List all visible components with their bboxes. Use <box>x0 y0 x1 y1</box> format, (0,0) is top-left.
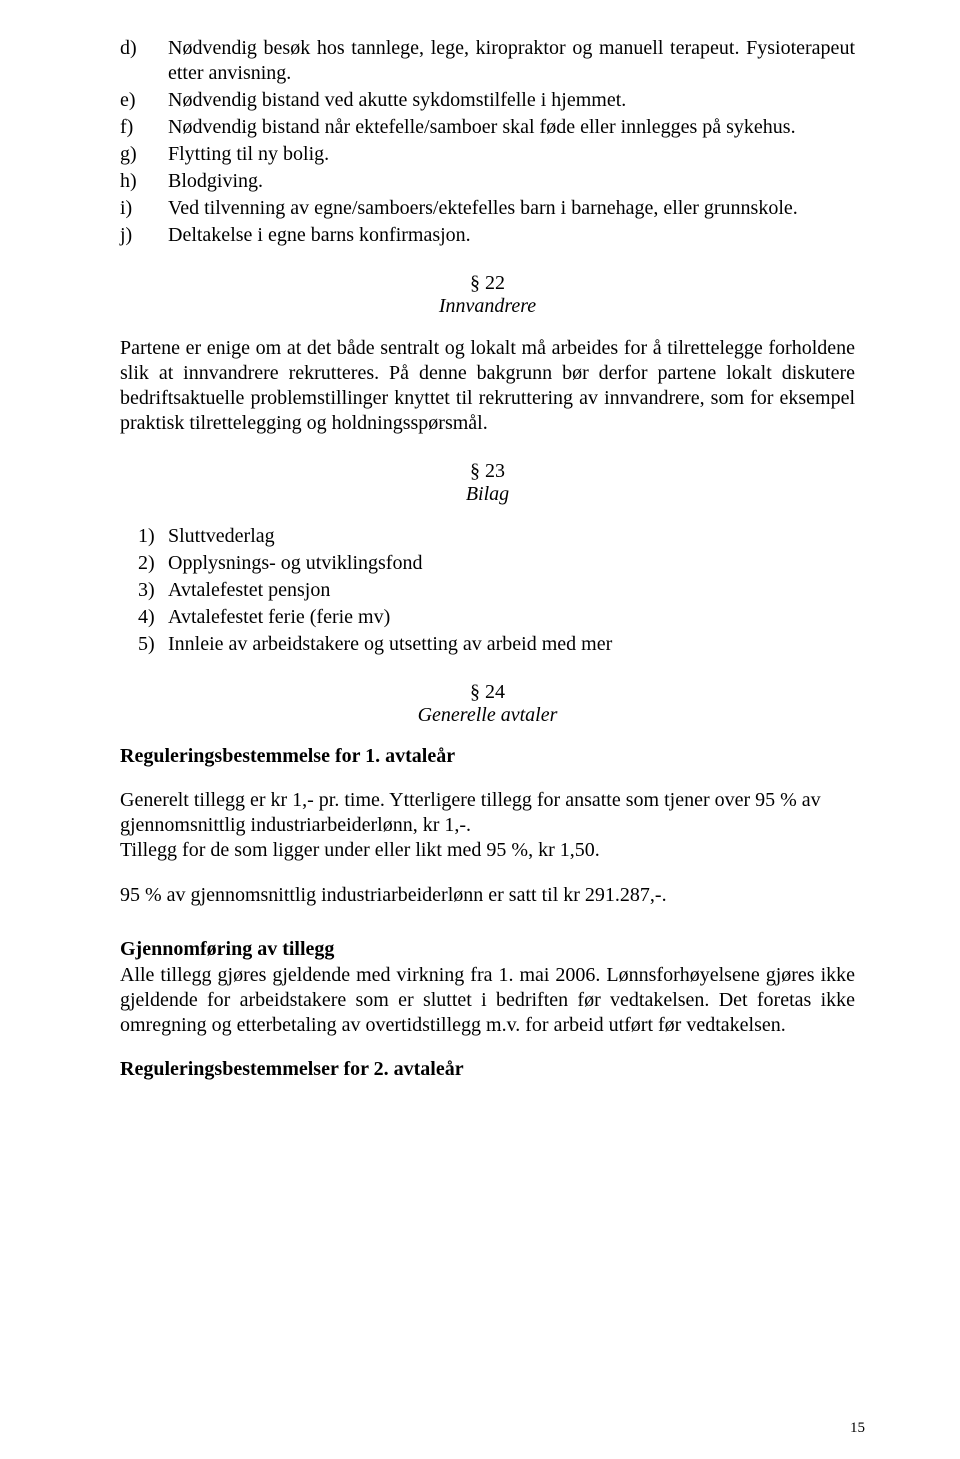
list-text: Nødvendig besøk hos tannlege, lege, kiro… <box>168 36 855 86</box>
list-item: h) Blodgiving. <box>120 169 855 194</box>
list-marker: 2) <box>138 551 168 576</box>
section-24-para4: Alle tillegg gjøres gjeldende med virkni… <box>120 963 855 1038</box>
section-24-para2: Tillegg for de som ligger under eller li… <box>120 838 855 863</box>
section-23-marker: § 23 <box>120 460 855 483</box>
section-23-title: Bilag <box>120 483 855 506</box>
section-24-para3: 95 % av gjennomsnittlig industriarbeider… <box>120 883 855 908</box>
list-item: e) Nødvendig bistand ved akutte sykdomst… <box>120 88 855 113</box>
list-text: Innleie av arbeidstakere og utsetting av… <box>168 632 855 657</box>
list-item: 4) Avtalefestet ferie (ferie mv) <box>138 605 855 630</box>
section-24-title: Generelle avtaler <box>120 704 855 727</box>
list-item: 2) Opplysnings- og utviklingsfond <box>138 551 855 576</box>
list-item: 5) Innleie av arbeidstakere og utsetting… <box>138 632 855 657</box>
list-text: Ved tilvenning av egne/samboers/ektefell… <box>168 196 855 221</box>
document-page: d) Nødvendig besøk hos tannlege, lege, k… <box>0 0 960 1459</box>
list-text: Avtalefestet ferie (ferie mv) <box>168 605 855 630</box>
page-number: 15 <box>850 1420 865 1437</box>
section-24-para1: Generelt tillegg er kr 1,- pr. time. Ytt… <box>120 788 855 838</box>
list-item: f) Nødvendig bistand når ektefelle/sambo… <box>120 115 855 140</box>
list-text: Flytting til ny bolig. <box>168 142 855 167</box>
list-marker: g) <box>120 142 168 167</box>
list-text: Opplysnings- og utviklingsfond <box>168 551 855 576</box>
lettered-list: d) Nødvendig besøk hos tannlege, lege, k… <box>120 36 855 248</box>
list-item: 3) Avtalefestet pensjon <box>138 578 855 603</box>
list-item: d) Nødvendig besøk hos tannlege, lege, k… <box>120 36 855 86</box>
list-text: Sluttvederlag <box>168 524 855 549</box>
list-text: Avtalefestet pensjon <box>168 578 855 603</box>
list-marker: h) <box>120 169 168 194</box>
list-item: j) Deltakelse i egne barns konfirmasjon. <box>120 223 855 248</box>
section-22-paragraph: Partene er enige om at det både sentralt… <box>120 336 855 436</box>
section-22-title: Innvandrere <box>120 295 855 318</box>
list-text: Blodgiving. <box>168 169 855 194</box>
list-item: 1) Sluttvederlag <box>138 524 855 549</box>
section-22-marker: § 22 <box>120 272 855 295</box>
list-text: Deltakelse i egne barns konfirmasjon. <box>168 223 855 248</box>
list-marker: e) <box>120 88 168 113</box>
list-item: i) Ved tilvenning av egne/samboers/ektef… <box>120 196 855 221</box>
list-marker: j) <box>120 223 168 248</box>
heading-regulering-1: Reguleringsbestemmelse for 1. avtaleår <box>120 745 855 768</box>
heading-gjennomforing: Gjennomføring av tillegg <box>120 938 855 961</box>
section-24-marker: § 24 <box>120 681 855 704</box>
list-marker: 5) <box>138 632 168 657</box>
list-text: Nødvendig bistand ved akutte sykdomstilf… <box>168 88 855 113</box>
list-text: Nødvendig bistand når ektefelle/samboer … <box>168 115 855 140</box>
list-marker: 4) <box>138 605 168 630</box>
numbered-list: 1) Sluttvederlag 2) Opplysnings- og utvi… <box>120 524 855 657</box>
heading-regulering-2: Reguleringsbestemmelser for 2. avtaleår <box>120 1058 855 1081</box>
list-marker: d) <box>120 36 168 86</box>
list-marker: f) <box>120 115 168 140</box>
list-item: g) Flytting til ny bolig. <box>120 142 855 167</box>
list-marker: i) <box>120 196 168 221</box>
list-marker: 1) <box>138 524 168 549</box>
list-marker: 3) <box>138 578 168 603</box>
